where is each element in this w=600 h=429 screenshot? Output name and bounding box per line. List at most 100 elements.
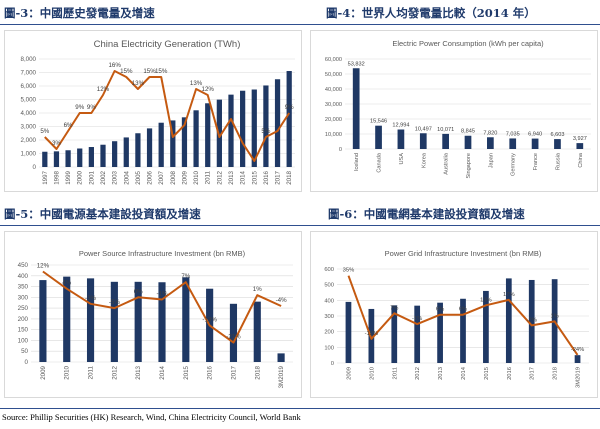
chart3-growth-label: 7% <box>181 273 190 280</box>
chart4-growth-label: 6% <box>436 307 444 313</box>
chart4-xtick-label: 2018 <box>553 367 559 380</box>
chart2-bar <box>397 129 405 149</box>
chart1-ytick-label: 5,000 <box>21 97 37 104</box>
chart3-bar <box>110 281 118 362</box>
chart1-bar <box>146 128 153 167</box>
chart3-ytick-label: 150 <box>18 327 29 334</box>
chart2-bar <box>464 135 472 149</box>
chart3-growth-label: -3% <box>85 295 97 302</box>
chart1-ytick-label: 4,000 <box>21 110 37 117</box>
chart3-ytick-label: 200 <box>18 316 29 323</box>
chart1-xtick-label: 2011 <box>205 170 212 184</box>
chart1-ytick-label: 3,000 <box>21 124 37 131</box>
chart3-panel: Power Source Infrastructure Investment (… <box>4 231 302 398</box>
chart1-xtick-label: 2000 <box>77 170 84 184</box>
fig6-title: 圖-6：中國電網基本建設投資額及增速 <box>328 207 525 221</box>
chart3-bar <box>277 353 285 362</box>
chart2-xtick-label: USA <box>399 153 405 165</box>
chart2-bar <box>487 137 494 149</box>
chart3-ytick-label: 50 <box>21 348 28 355</box>
chart1-bar <box>112 141 118 167</box>
chart1-xtick-label: 1997 <box>42 170 49 184</box>
chart2-xtick-label: Korea <box>421 152 427 168</box>
chart3-growth-line <box>42 270 282 344</box>
chart2-bar-value-label: 6,603 <box>550 132 564 138</box>
chart1-xtick-label: 2004 <box>123 170 130 184</box>
chart4-xtick-label: 2009 <box>346 367 352 380</box>
chart3-ytick-label: 100 <box>18 337 29 344</box>
chart2-xtick-label: France <box>533 153 539 170</box>
chart3-bar <box>134 281 142 362</box>
chart2-bar-value-label: 10,497 <box>415 126 432 132</box>
chart1-bar <box>181 117 188 167</box>
chart2-bar-value-label: 53,832 <box>348 61 365 67</box>
chart2-bar-value-label: 10,071 <box>437 127 454 133</box>
chart2-bar <box>554 139 561 149</box>
chart1-growth-label: 9% <box>75 104 84 111</box>
chart3-ytick-label: 300 <box>18 294 29 301</box>
chart4-xtick-label: 3M2019 <box>576 367 582 388</box>
chart1-xtick-label: 2009 <box>181 170 188 184</box>
chart1-svg: China Electricity Generation (TWh) 0 1,000… <box>21 39 295 185</box>
chart4-title: Power Grid Infrastructure Investment (bn… <box>385 249 542 258</box>
chart2-bar-value-label: 12,994 <box>392 123 409 129</box>
chart3-growth-label: -21% <box>226 334 241 341</box>
chart4-ytick-label: 500 <box>324 283 334 289</box>
chart4-bar <box>574 355 581 363</box>
chart2-xtick-label: China <box>578 152 584 168</box>
chart3-ytick-label: 0 <box>25 359 29 366</box>
chart1-bar <box>170 120 176 167</box>
chart2-bar-value-label: 6,940 <box>528 132 542 138</box>
chart3-xtick-label: 2009 <box>40 365 47 379</box>
chart1-ytick-label: 7,000 <box>21 70 37 77</box>
chart1-bar <box>42 151 48 167</box>
chart4-xtick-label: 2017 <box>530 367 536 380</box>
chart2-bar-value-label: 7,820 <box>483 130 497 136</box>
chart1-bar <box>158 122 164 167</box>
chart1-bar <box>100 144 106 167</box>
chart1-bar <box>263 85 269 167</box>
chart1-growth-label: 12% <box>202 86 215 93</box>
chart1-growth-label: 6% <box>64 122 73 129</box>
chart1-growth-label: 13% <box>132 80 145 87</box>
chart4-bar <box>414 305 421 363</box>
chart3-xtick-label: 3M2019 <box>278 365 285 388</box>
chart4-growth-label: -24% <box>571 347 585 353</box>
chart4-growth-label: 13% <box>480 297 492 303</box>
chart2-ytick-label: 60,000 <box>325 57 342 63</box>
chart3-title: Power Source Infrastructure Investment (… <box>79 249 246 258</box>
chart1-growth-label: 15% <box>120 68 133 75</box>
chart2-ytick-label: 20,000 <box>325 117 342 123</box>
chart3-growth-label: -5% <box>109 299 121 306</box>
chart1-xtick-label: 2007 <box>158 170 165 184</box>
chart4-growth-line <box>347 275 579 356</box>
chart1-ytick-label: 8,000 <box>21 56 37 63</box>
chart1-bar <box>274 79 281 167</box>
chart4-growth-label: 6% <box>459 307 467 313</box>
chart3-ytick-label: 450 <box>18 262 29 269</box>
chart2-bar <box>531 138 539 149</box>
chart4-growth-label: -2% <box>527 317 537 323</box>
chart1-xtick-label: 2016 <box>263 170 270 184</box>
chart3-xtick-label: 2016 <box>207 365 214 379</box>
chart4-ytick-label: 300 <box>324 314 334 320</box>
chart1-bar <box>286 71 292 167</box>
chart3-growth-label: 12% <box>37 262 50 269</box>
chart2-bar <box>576 143 584 149</box>
chart1-xtick-label: 2010 <box>193 170 200 184</box>
source-note: Source: Phillip Securities (HK) Research… <box>2 412 301 422</box>
fig4-title: 圖-4：世界人均發電量比較（2014 年） <box>326 6 536 20</box>
chart2-xtick-label: Australia <box>444 152 450 175</box>
chart2-bar-value-label: 7,035 <box>506 131 520 137</box>
chart1-growth-label: 16% <box>108 62 121 69</box>
chart1-xtick-label: 2014 <box>240 170 247 184</box>
chart1-xtick-label: 1998 <box>53 170 60 184</box>
chart4-panel: Power Grid Infrastructure Investment (bn… <box>310 231 598 398</box>
chart2-title: Electric Power Consumption (kWh per capi… <box>392 39 544 48</box>
chart2-xtick-label: Germany <box>511 153 517 176</box>
chart4-growth-label: 17% <box>503 292 515 298</box>
chart4-growth-label: 1% <box>550 313 558 319</box>
chart3-growth-label: -4% <box>276 297 288 304</box>
chart1-growth-line <box>44 70 291 162</box>
chart1-bar <box>88 147 94 167</box>
